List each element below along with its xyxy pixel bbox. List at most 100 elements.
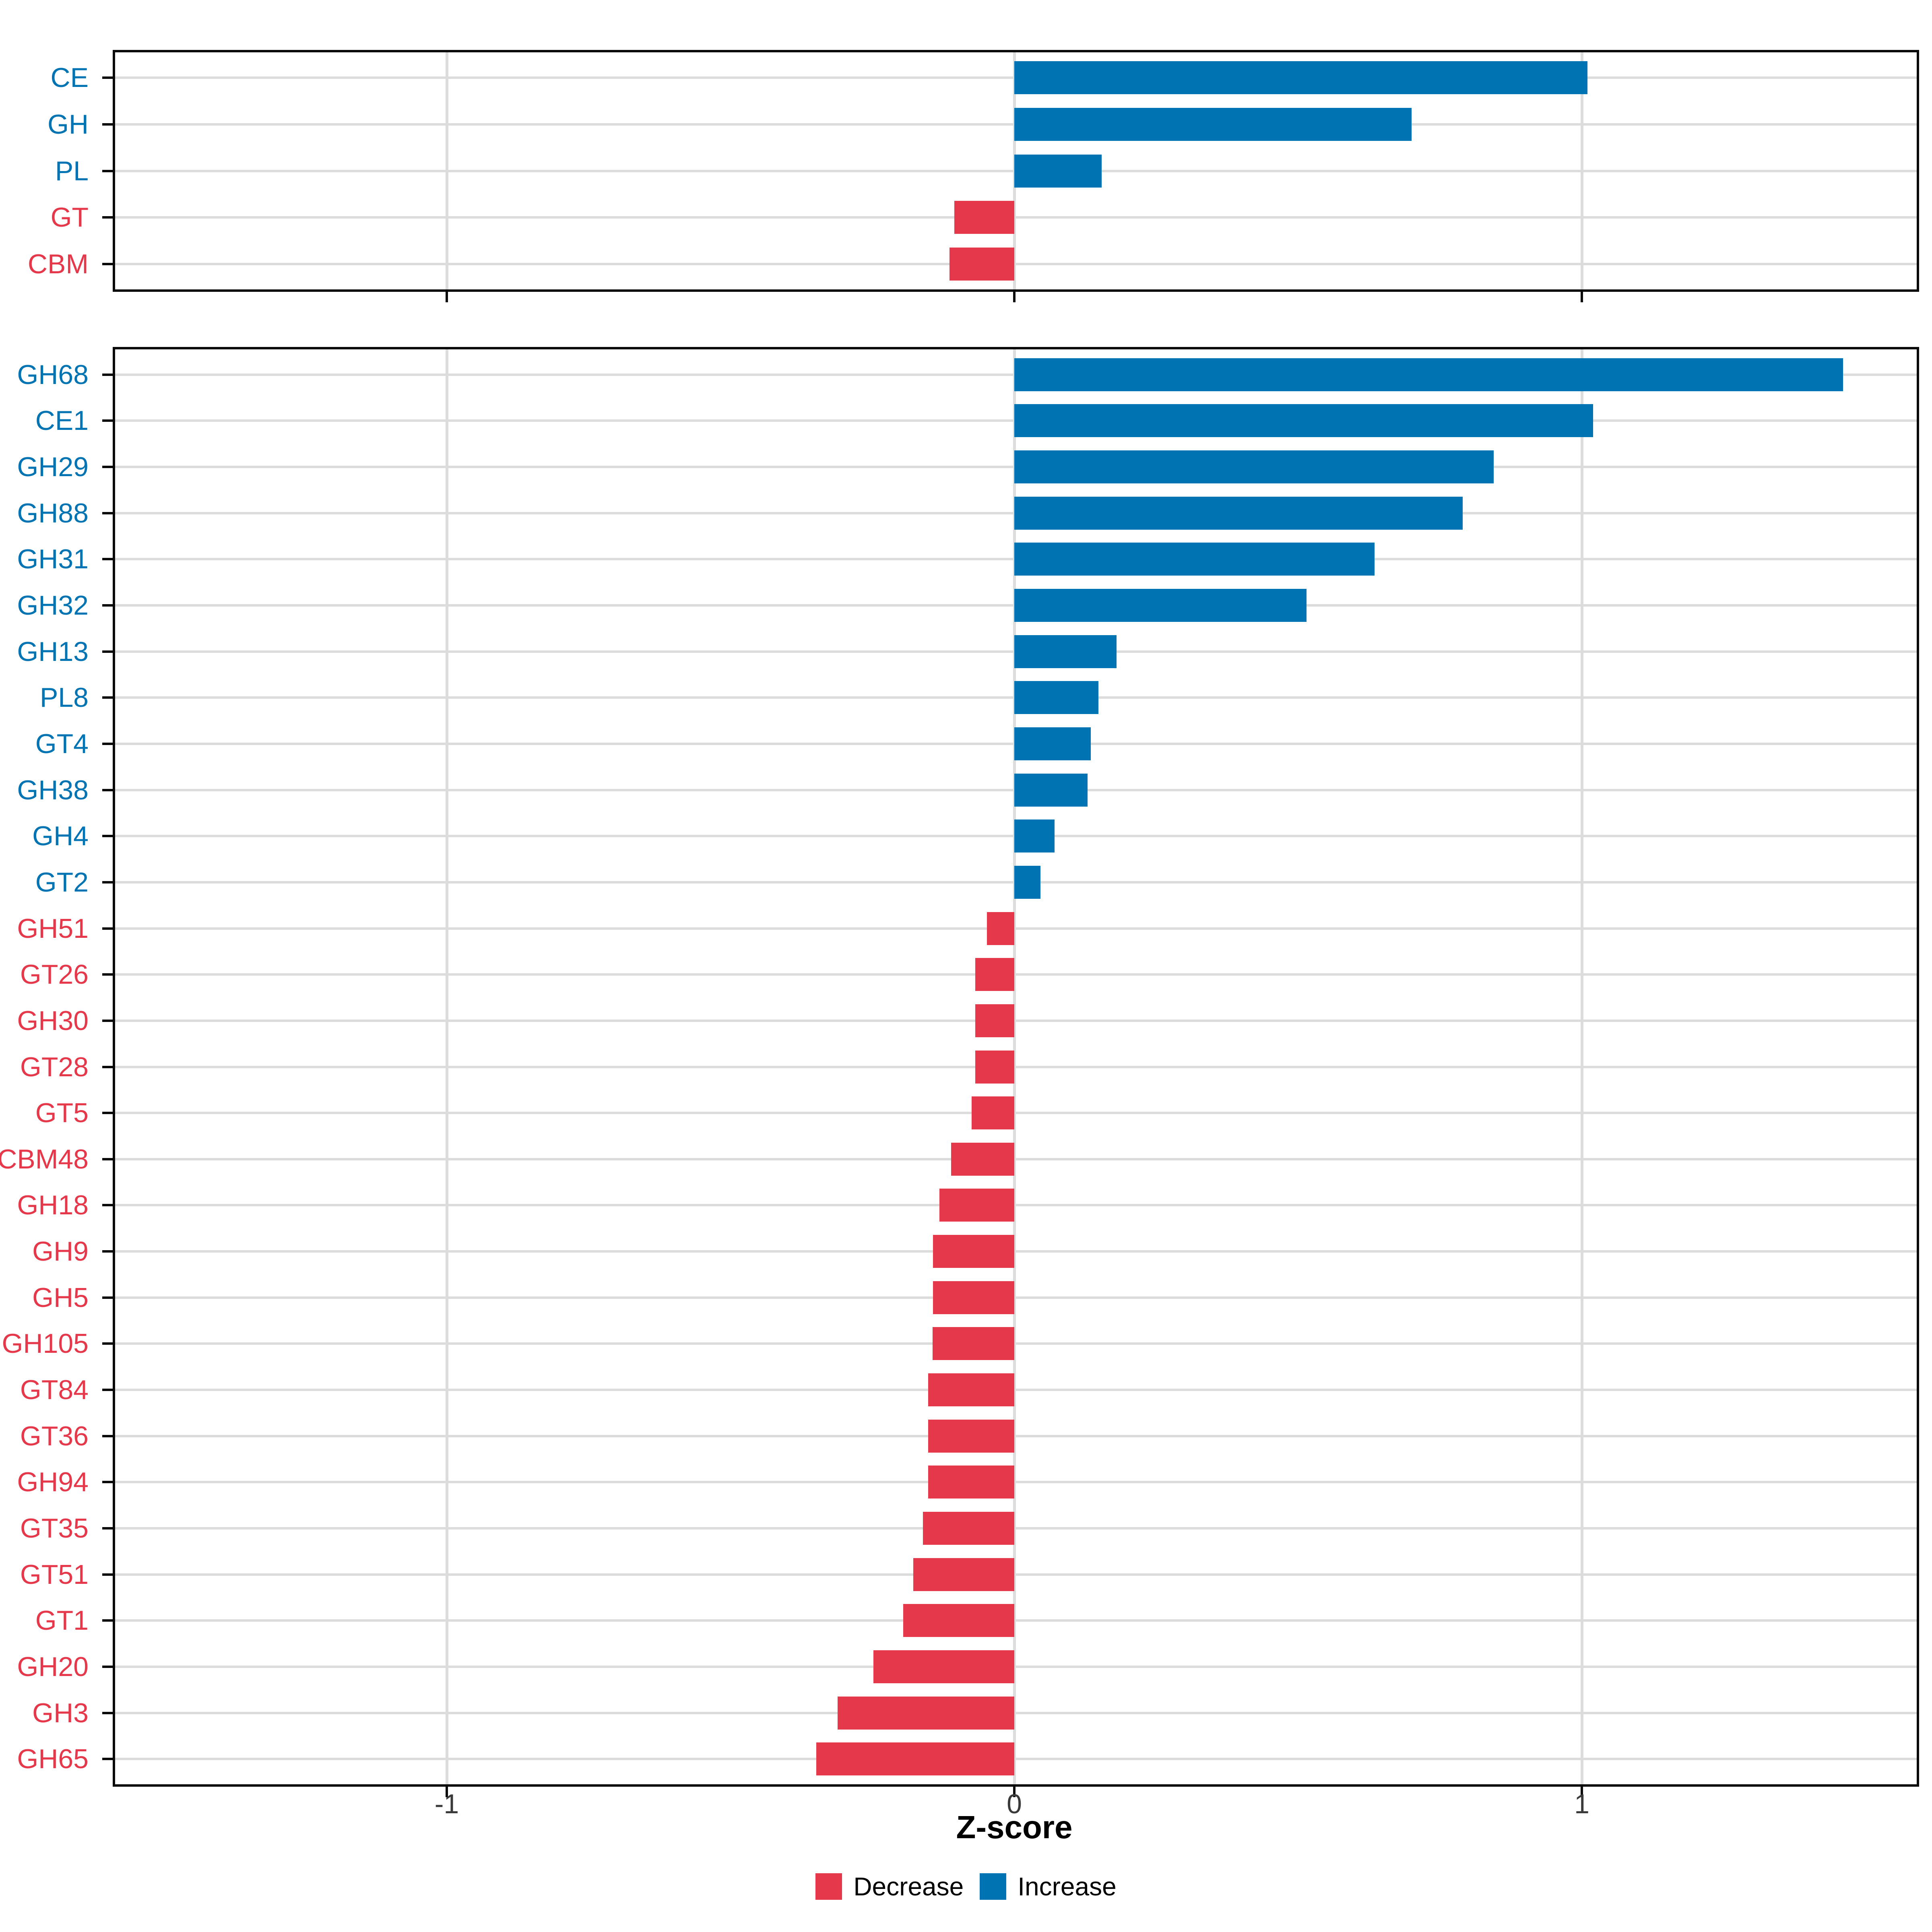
x-axis-title: Z-score	[956, 1809, 1073, 1845]
y-axis-tick	[102, 512, 113, 514]
y-axis-tick	[102, 1481, 113, 1484]
x-axis-tick--1	[446, 1787, 448, 1797]
category-label-CBM: CBM	[27, 248, 89, 279]
category-label-GT36: GT36	[20, 1420, 89, 1451]
bar-CBM	[949, 247, 1014, 281]
bar-GH88	[1014, 496, 1463, 530]
category-label-GT4: GT4	[35, 728, 89, 759]
bar-GH105	[932, 1327, 1014, 1360]
category-label-CBM48: CBM48	[0, 1144, 89, 1174]
category-label-GH29: GH29	[17, 452, 89, 483]
bar-GH29	[1014, 450, 1494, 484]
x-tick-label--1: -1	[434, 1789, 459, 1819]
y-axis-tick	[102, 650, 113, 653]
category-label-PL: PL	[55, 155, 89, 186]
row-gridline	[115, 1481, 1917, 1484]
y-axis-tick	[102, 604, 113, 607]
row-gridline	[115, 1573, 1917, 1576]
x-tick-label-1: 1	[1574, 1789, 1589, 1819]
y-axis-tick	[102, 1204, 113, 1207]
row-gridline	[115, 1296, 1917, 1299]
row-gridline	[115, 262, 1917, 265]
row-gridline	[115, 1665, 1917, 1668]
bar-PL8	[1014, 681, 1098, 714]
category-label-GT5: GT5	[35, 1098, 89, 1129]
bar-GT26	[975, 958, 1014, 991]
category-label-GH88: GH88	[17, 497, 89, 528]
y-axis-tick	[102, 1758, 113, 1761]
category-label-GT26: GT26	[20, 959, 89, 990]
category-label-CE1: CE1	[35, 405, 89, 436]
y-axis-tick	[102, 1296, 113, 1299]
category-label-GH3: GH3	[32, 1697, 89, 1728]
bar-GH20	[873, 1650, 1014, 1683]
category-label-PL8: PL8	[40, 682, 89, 713]
bar-GT5	[972, 1096, 1014, 1130]
category-label-GH13: GH13	[17, 636, 89, 667]
bar-GH	[1014, 107, 1412, 141]
y-axis-tick	[102, 1342, 113, 1345]
y-axis-tick	[102, 835, 113, 838]
row-gridline	[115, 1342, 1917, 1345]
y-axis-tick	[102, 216, 113, 219]
category-label-GH18: GH18	[17, 1190, 89, 1221]
y-axis-tick	[102, 696, 113, 699]
bar-GT84	[928, 1373, 1014, 1407]
legend-item-increase: Increase	[980, 1872, 1117, 1901]
y-axis-tick	[102, 1019, 113, 1022]
bar-GH65	[816, 1742, 1014, 1776]
x-axis-tick-1	[1581, 292, 1583, 302]
y-axis-tick	[102, 973, 113, 976]
y-axis-tick	[102, 262, 113, 265]
category-label-GH4: GH4	[32, 821, 89, 852]
y-axis-tick	[102, 788, 113, 791]
bar-CE1	[1014, 404, 1593, 438]
legend-swatch-decrease	[815, 1873, 842, 1900]
bar-CBM48	[951, 1142, 1014, 1176]
x-axis-tick-1	[1581, 1787, 1583, 1797]
y-axis-tick	[102, 1112, 113, 1115]
row-gridline	[115, 1065, 1917, 1068]
category-label-GH30: GH30	[17, 1005, 89, 1036]
category-label-GH20: GH20	[17, 1651, 89, 1682]
y-axis-tick	[102, 1619, 113, 1622]
bar-GH13	[1014, 635, 1117, 668]
bar-GH4	[1014, 819, 1055, 853]
y-axis-tick	[102, 558, 113, 561]
category-label-GT1: GT1	[35, 1605, 89, 1636]
bar-GH68	[1014, 358, 1843, 391]
legend-item-decrease: Decrease	[815, 1873, 964, 1900]
bar-GT51	[913, 1558, 1014, 1591]
bar-GH31	[1014, 543, 1375, 576]
row-gridline	[115, 927, 1917, 930]
legend: Decrease Increase	[0, 1868, 1932, 1905]
row-gridline	[115, 1435, 1917, 1437]
y-axis-tick	[102, 1435, 113, 1437]
row-gridline	[115, 1204, 1917, 1207]
category-label-GT84: GT84	[20, 1375, 89, 1406]
x-axis-tick-0	[1013, 1787, 1016, 1797]
y-axis-tick	[102, 1389, 113, 1391]
y-axis-tick	[102, 419, 113, 422]
bar-GH30	[975, 1004, 1014, 1037]
bar-CE	[1014, 61, 1588, 95]
y-axis-tick	[102, 881, 113, 883]
row-gridline	[115, 1158, 1917, 1160]
bar-GH38	[1014, 773, 1088, 807]
row-gridline	[115, 1250, 1917, 1253]
legend-label-increase: Increase	[1018, 1872, 1117, 1901]
legend-swatch-increase	[980, 1873, 1007, 1900]
category-label-GH105: GH105	[2, 1328, 89, 1359]
category-label-GT28: GT28	[20, 1051, 89, 1082]
row-gridline	[115, 1019, 1917, 1022]
bar-GT4	[1014, 727, 1091, 760]
bar-GH3	[838, 1696, 1014, 1730]
bar-GH51	[987, 912, 1014, 945]
x-axis-tick-0	[1013, 292, 1016, 302]
bar-GT1	[903, 1604, 1014, 1637]
y-axis-tick	[102, 1665, 113, 1668]
bar-GT28	[975, 1050, 1014, 1084]
y-axis-tick	[102, 123, 113, 126]
y-axis-tick	[102, 76, 113, 79]
category-label-GT: GT	[50, 202, 89, 233]
